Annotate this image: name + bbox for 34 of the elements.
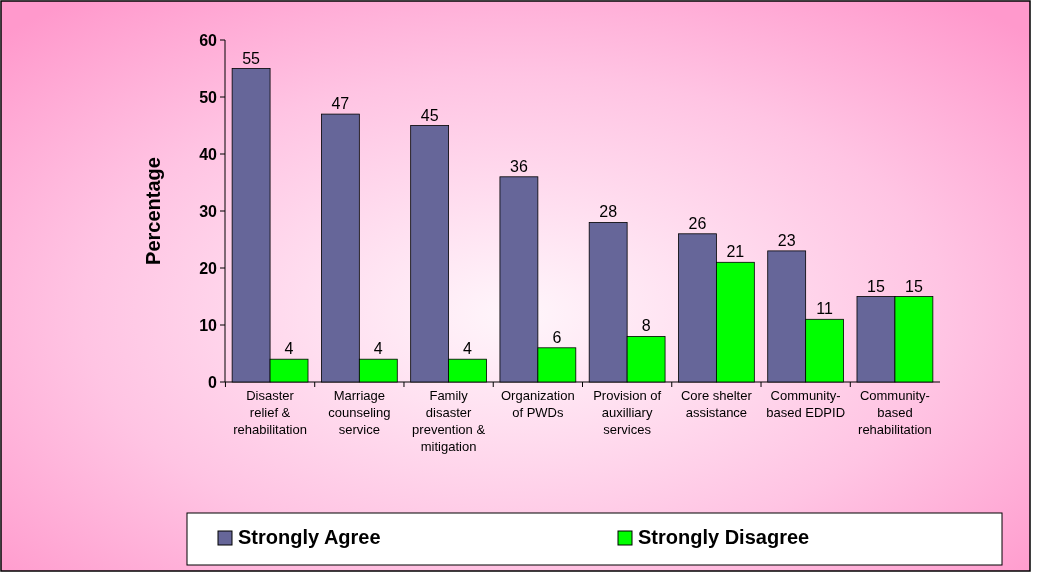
y-tick-label: 0 — [208, 373, 218, 391]
data-label: 4 — [284, 340, 294, 358]
x-tick-label: Organization of PWDs — [501, 388, 575, 420]
legend-label: Strongly Disagree — [638, 526, 810, 548]
data-label: 6 — [552, 328, 562, 346]
data-label: 55 — [242, 49, 261, 67]
data-label: 15 — [904, 277, 923, 295]
data-label: 23 — [777, 231, 796, 249]
data-label: 4 — [373, 340, 383, 358]
y-tick-label: 20 — [199, 259, 218, 277]
data-label: 47 — [331, 95, 350, 113]
x-tick-label: Core shelter assistance — [680, 388, 753, 420]
data-label: 26 — [688, 214, 707, 232]
data-label: 36 — [510, 157, 528, 175]
y-tick-label: 50 — [199, 88, 218, 106]
data-label: 15 — [867, 277, 885, 295]
x-tick-label: Disaster relief & rehabilitation — [233, 388, 307, 437]
legend-label: Strongly Agree — [238, 526, 381, 548]
y-tick-label: 60 — [199, 31, 218, 49]
y-axis-title: Percentage — [142, 157, 164, 265]
y-tick-label: 30 — [199, 202, 218, 220]
x-tick-label: Marriage counseling service — [328, 388, 391, 437]
data-label: 11 — [816, 300, 834, 318]
data-label: 8 — [641, 317, 651, 335]
data-label: 21 — [726, 243, 745, 261]
x-tick-label: Family disaster prevention & mitigation — [412, 388, 486, 454]
data-label: 45 — [420, 106, 439, 124]
data-label: 28 — [599, 203, 618, 221]
x-tick-label: Provision of auxilliary services — [593, 388, 662, 437]
x-tick-label: Community-based rehabilitation — [858, 388, 932, 437]
y-tick-label: 40 — [199, 145, 218, 163]
data-label: 4 — [463, 340, 473, 358]
y-tick-label: 10 — [199, 316, 218, 334]
x-tick-label: Community-based EDPID — [766, 388, 846, 420]
